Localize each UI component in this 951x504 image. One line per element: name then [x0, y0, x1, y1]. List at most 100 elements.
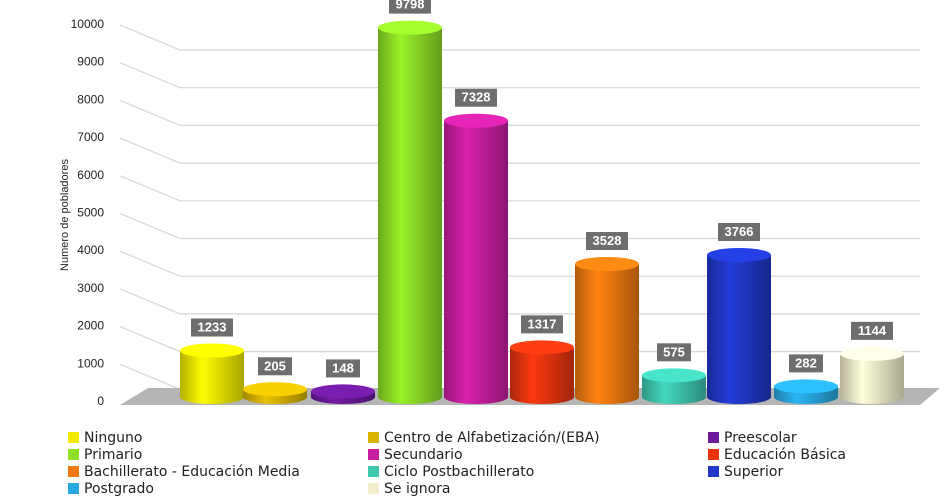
gridlines — [119, 24, 920, 390]
legend-label: Educación Básica — [724, 447, 847, 463]
legend-swatch — [368, 483, 379, 494]
gridline — [119, 24, 920, 51]
legend-label: Primario — [84, 447, 143, 463]
legend-item: Primario — [68, 447, 142, 463]
bar — [707, 248, 771, 404]
bar — [180, 343, 244, 404]
bar — [575, 256, 639, 404]
bar — [642, 368, 706, 404]
bar — [774, 379, 838, 404]
gridline — [119, 175, 920, 202]
legend-label: Ninguno — [84, 430, 143, 446]
legend-swatch — [68, 483, 79, 494]
y-tick-label: 3000 — [77, 281, 104, 295]
bar — [311, 384, 375, 404]
gridline — [119, 212, 920, 240]
data-label: 1317 — [521, 315, 563, 334]
gridline — [119, 62, 920, 89]
svg-text:205: 205 — [264, 358, 286, 373]
legend-swatch — [68, 449, 79, 460]
bar-top — [707, 248, 771, 263]
legend-item: Postgrado — [68, 481, 154, 497]
legend-item: Bachillerato - Educación Media — [68, 464, 300, 480]
bar — [840, 346, 904, 404]
data-label: 3766 — [718, 223, 760, 242]
svg-text:3528: 3528 — [593, 233, 622, 248]
bar-body — [444, 120, 508, 404]
legend-item: Ciclo Postbachillerato — [368, 464, 534, 480]
y-tick-label: 9000 — [77, 55, 104, 69]
legend-item: Preescolar — [708, 430, 797, 446]
y-tick-label: 4000 — [77, 243, 104, 257]
y-tick-label: 1000 — [77, 356, 104, 370]
data-label: 575 — [657, 343, 691, 362]
data-label: 205 — [258, 357, 292, 376]
data-label: 9798 — [389, 0, 431, 14]
legend-swatch — [68, 466, 79, 477]
svg-text:148: 148 — [332, 360, 354, 375]
bar-body — [378, 27, 442, 405]
bar — [378, 20, 442, 405]
gridline — [119, 250, 920, 277]
bar — [510, 340, 574, 404]
bar-top — [575, 256, 639, 271]
legend-swatch — [368, 449, 379, 460]
svg-text:9798: 9798 — [396, 0, 425, 12]
data-label: 1233 — [191, 318, 233, 337]
y-tick-label: 8000 — [77, 92, 104, 106]
legend-label: Secundario — [384, 447, 463, 463]
svg-text:7328: 7328 — [462, 90, 491, 105]
data-labels: 1233 205 148 9798 7328 1317 3528 575 3766 282 1144 — [191, 0, 893, 378]
y-tick-label: 2000 — [77, 319, 104, 333]
legend-label: Se ignora — [384, 481, 451, 497]
svg-text:282: 282 — [795, 355, 817, 370]
y-tick-label: 6000 — [77, 168, 104, 182]
bar-body — [642, 375, 706, 404]
bars — [180, 20, 904, 405]
data-label: 282 — [789, 354, 823, 373]
bar-body — [575, 263, 639, 404]
legend-swatch — [708, 466, 719, 477]
legend-swatch — [708, 449, 719, 460]
bar — [243, 382, 307, 404]
gridline — [119, 288, 920, 315]
svg-text:1144: 1144 — [858, 323, 887, 338]
legend-label: Bachillerato - Educación Media — [84, 464, 300, 480]
svg-text:1317: 1317 — [528, 316, 557, 331]
svg-text:3766: 3766 — [725, 224, 754, 239]
y-tick-label: 5000 — [77, 206, 104, 220]
legend-swatch — [68, 432, 79, 443]
bar-top — [774, 379, 838, 394]
bar-body — [510, 347, 574, 404]
gridline — [119, 137, 920, 164]
svg-text:575: 575 — [663, 344, 685, 359]
bar-top — [510, 340, 574, 355]
legend-swatch — [368, 432, 379, 443]
bar-top — [444, 113, 508, 128]
legend-label: Preescolar — [724, 430, 797, 446]
svg-text:1233: 1233 — [198, 320, 227, 335]
data-label: 3528 — [586, 231, 628, 250]
y-tick-label: 10000 — [71, 17, 105, 31]
y-tick-label: 7000 — [77, 130, 104, 144]
y-axis: 0 1000 2000 3000 4000 5000 6000 7000 8000 9000 100… — [71, 17, 105, 408]
legend-swatch — [708, 432, 719, 443]
legend-item: Centro de Alfabetización/(EBA) — [368, 430, 600, 446]
legend-item: Ninguno — [68, 430, 142, 446]
bar-top — [180, 343, 244, 358]
bar-top — [378, 20, 442, 35]
bar — [444, 113, 508, 404]
legend-label: Postgrado — [84, 481, 154, 497]
legend-item: Secundario — [368, 447, 463, 463]
legend-label: Superior — [724, 464, 784, 480]
legend-item: Se ignora — [368, 481, 451, 497]
data-label: 1144 — [851, 321, 893, 340]
bar-body — [180, 350, 244, 404]
bar-chart: 0 1000 2000 3000 4000 5000 6000 7000 8000 9000 100… — [59, 0, 940, 408]
legend-item: Educación Básica — [708, 447, 846, 463]
bar-top — [243, 382, 307, 397]
data-label: 148 — [326, 359, 360, 378]
legend-item: Superior — [708, 464, 783, 480]
legend-label: Centro de Alfabetización/(EBA) — [384, 430, 600, 446]
bar-top — [840, 346, 904, 361]
